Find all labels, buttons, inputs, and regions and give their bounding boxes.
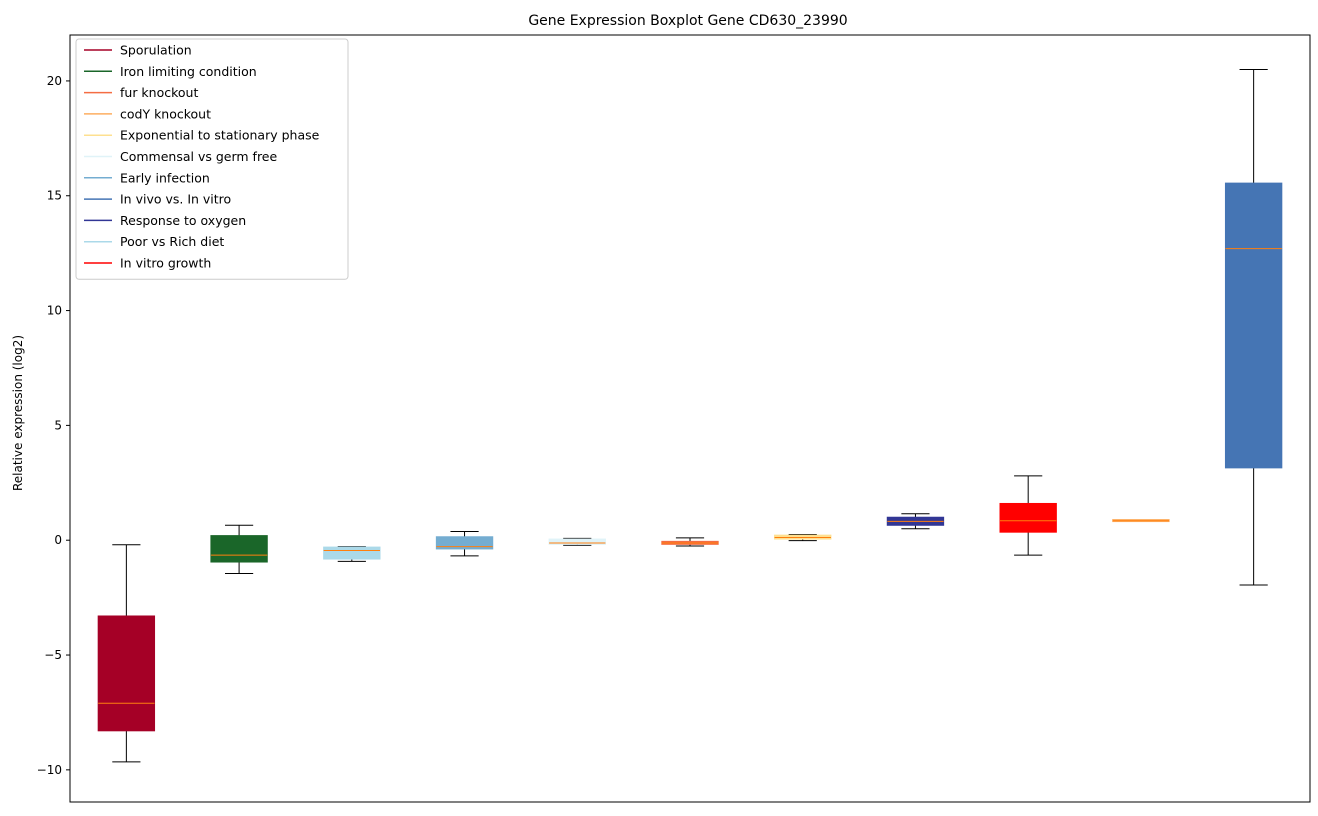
box xyxy=(435,536,494,550)
box-group-8 xyxy=(886,513,945,530)
legend-label: Sporulation xyxy=(120,43,192,58)
legend-label: Early infection xyxy=(120,170,210,185)
y-axis-label: Relative expression (log2) xyxy=(11,335,25,491)
chart-title: Gene Expression Boxplot Gene CD630_23990 xyxy=(528,13,847,29)
box-group-4 xyxy=(435,530,494,557)
box xyxy=(1224,182,1283,469)
box-group-11 xyxy=(1224,68,1283,586)
legend-label: Exponential to stationary phase xyxy=(120,128,320,143)
box-group-9 xyxy=(999,475,1057,556)
legend-label: Iron limiting condition xyxy=(120,64,257,79)
y-tick-label: 15 xyxy=(47,189,62,203)
legend: Sporulation Iron limiting condition fur kn… xyxy=(75,38,349,280)
legend-label: fur knockout xyxy=(120,85,198,100)
legend-label: Poor vs Rich diet xyxy=(120,234,224,249)
legend-label: codY knockout xyxy=(120,106,211,121)
box-group-7 xyxy=(774,533,832,542)
box xyxy=(323,546,381,560)
plot-area: −10 −5 0 5 10 15 20 xyxy=(37,34,1311,803)
box-group-2 xyxy=(210,524,268,575)
legend-label: Commensal vs germ free xyxy=(120,149,277,164)
y-tick-label: 5 xyxy=(54,418,62,432)
box xyxy=(210,535,268,563)
axes-frame xyxy=(69,34,1311,803)
y-tick-label: 20 xyxy=(47,74,62,88)
legend-frame xyxy=(75,38,349,280)
legend-label: In vivo vs. In vitro xyxy=(120,192,231,207)
box-group-3 xyxy=(323,546,381,562)
box-group-6 xyxy=(661,537,719,547)
box xyxy=(97,615,156,732)
y-tick-label: −10 xyxy=(37,763,62,777)
box xyxy=(999,502,1057,533)
y-tick-label: 10 xyxy=(47,304,62,318)
legend-label: Response to oxygen xyxy=(120,213,246,228)
box-group-1 xyxy=(97,544,156,763)
y-tick-label: 0 xyxy=(54,533,62,547)
box-group-10 xyxy=(1112,519,1170,523)
legend-label: In vitro growth xyxy=(120,256,211,271)
box-group-5 xyxy=(548,537,606,546)
y-tick-label: −5 xyxy=(44,648,62,662)
box xyxy=(548,538,606,545)
